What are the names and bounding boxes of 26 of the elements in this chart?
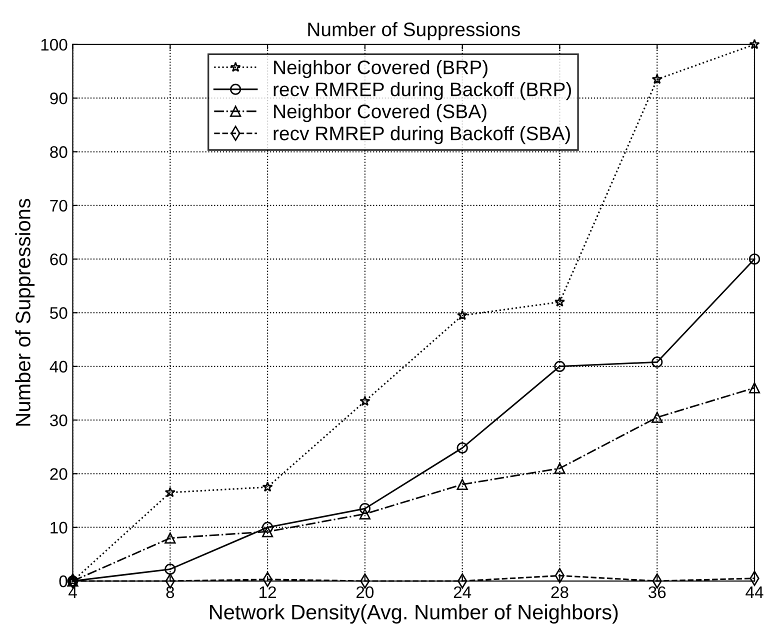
x-tick-label: 8 xyxy=(166,586,174,598)
y-tick-label: 50 xyxy=(50,307,68,319)
x-tick-label: 24 xyxy=(454,586,472,598)
legend-label: recv RMREP during Backoff (BRP) xyxy=(274,82,572,100)
y-tick-label: 80 xyxy=(50,146,68,158)
x-tick-label: 12 xyxy=(260,586,276,598)
y-tick-label: 30 xyxy=(50,414,68,426)
x-tick-label: 44 xyxy=(746,586,764,598)
y-tick-label: 90 xyxy=(50,92,68,104)
x-tick-label: 20 xyxy=(356,586,374,598)
y-tick-label: 70 xyxy=(50,200,68,212)
x-tick-label: 4 xyxy=(68,586,77,598)
y-tick-label: 0 xyxy=(59,575,68,588)
y-tick-label: 100 xyxy=(41,38,68,51)
legend-label: Neighbor Covered (SBA) xyxy=(274,104,486,122)
y-axis-title: Number of Suppressions xyxy=(15,198,35,426)
y-tick-label: 20 xyxy=(50,468,68,480)
legend-label: Neighbor Covered (BRP) xyxy=(274,60,488,78)
chart-title: Number of Suppressions xyxy=(308,22,520,40)
x-tick-label: 36 xyxy=(648,586,666,598)
x-tick-label: 28 xyxy=(551,586,568,598)
y-tick-label: 40 xyxy=(50,360,68,373)
y-tick-label: 10 xyxy=(50,522,68,534)
x-axis-title: Network Density(Avg. Number of Neighbors) xyxy=(210,604,618,624)
y-tick-label: 60 xyxy=(50,253,68,266)
legend-label: recv RMREP during Backoff (SBA) xyxy=(274,126,570,144)
